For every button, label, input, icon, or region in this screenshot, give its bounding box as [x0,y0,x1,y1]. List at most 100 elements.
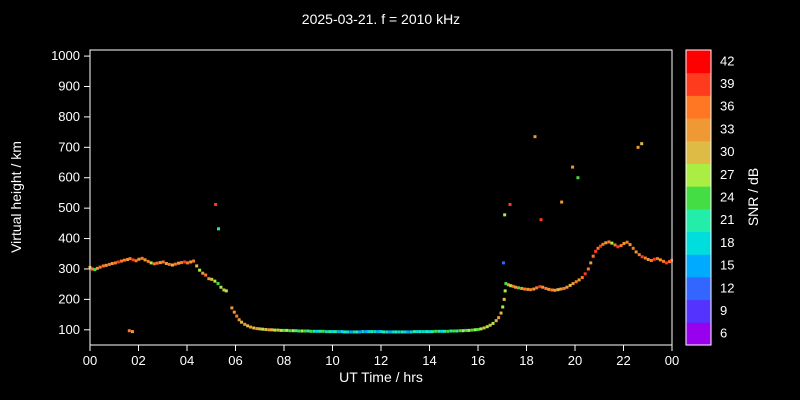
data-point [128,257,132,261]
data-point [499,311,503,315]
data-point [303,329,307,333]
data-point [158,261,162,265]
data-point [104,263,108,267]
data-point [482,326,486,330]
data-point [110,261,114,265]
data-point [440,329,444,333]
data-point [224,289,228,293]
data-point [406,330,410,334]
data-point [550,288,554,292]
data-point [541,285,545,289]
data-point [425,330,429,334]
data-point [640,142,644,146]
data-point [288,329,292,333]
data-point [643,256,647,260]
data-point [300,329,304,333]
data-point [134,259,138,263]
data-point [501,261,505,265]
data-point [619,244,623,248]
x-tick-label: 20 [568,353,582,368]
colorbar-band [686,72,711,96]
data-point [126,258,130,262]
data-point [382,330,386,334]
chart-title: 2025-03-21. f = 2010 kHz [301,11,461,27]
data-point [230,306,234,310]
data-point [210,277,214,281]
data-point [394,330,398,334]
data-point [539,218,543,222]
data-point [497,316,501,320]
data-point [470,328,474,332]
data-point [576,176,580,180]
x-tick-label: 06 [228,353,242,368]
data-point [538,285,542,289]
data-point [664,261,668,265]
data-point [93,268,97,272]
data-point [668,260,672,264]
data-point [340,330,344,334]
data-point [198,268,202,272]
data-point [634,250,638,254]
data-point [137,257,141,261]
data-point [107,262,111,266]
data-point [376,330,380,334]
y-tick-label: 500 [58,200,80,215]
colorbar-band [686,208,711,233]
data-point [143,258,147,262]
data-point [358,330,362,334]
data-point [246,324,250,328]
data-point [640,255,644,259]
data-point [529,288,533,292]
data-point [95,266,99,270]
colorbar-tick-label: 9 [720,303,727,318]
data-point [173,262,177,266]
colorbar-tick-label: 15 [720,258,734,273]
data-point [185,261,189,265]
data-point [367,330,371,334]
data-point [491,321,495,325]
data-point [631,246,635,250]
data-point [434,329,438,333]
data-point [652,257,656,261]
data-point [583,272,587,276]
data-point [370,330,374,334]
data-point [476,327,480,331]
colorbar-tick-label: 18 [720,235,734,250]
x-tick-label: 16 [471,353,485,368]
data-point [349,330,353,334]
colorbar-tick-label: 33 [720,121,734,136]
data-point [586,267,590,271]
data-point [214,202,218,206]
data-point [568,283,572,287]
data-point [113,261,117,265]
colorbar-band [686,299,711,323]
data-point [122,258,126,262]
data-point [488,323,492,327]
x-tick-label: 02 [131,353,145,368]
data-point [508,202,512,206]
data-point [216,282,220,286]
data-point [610,241,614,245]
data-point [458,329,462,333]
colorbar-band [686,231,711,255]
data-point [506,283,510,287]
data-point [131,258,135,262]
x-tick-label: 10 [325,353,339,368]
data-point [331,330,334,334]
data-point [385,330,389,334]
data-point [607,240,611,244]
data-point [179,261,183,265]
data-point [628,243,632,247]
data-point [192,259,196,263]
data-point [571,282,575,286]
x-tick-label: 08 [277,353,291,368]
data-point [261,327,265,331]
x-tick-label: 00 [83,353,97,368]
data-point [152,262,156,266]
data-point [140,256,144,260]
data-point [391,330,395,334]
data-point [318,329,322,333]
data-point [400,330,404,334]
